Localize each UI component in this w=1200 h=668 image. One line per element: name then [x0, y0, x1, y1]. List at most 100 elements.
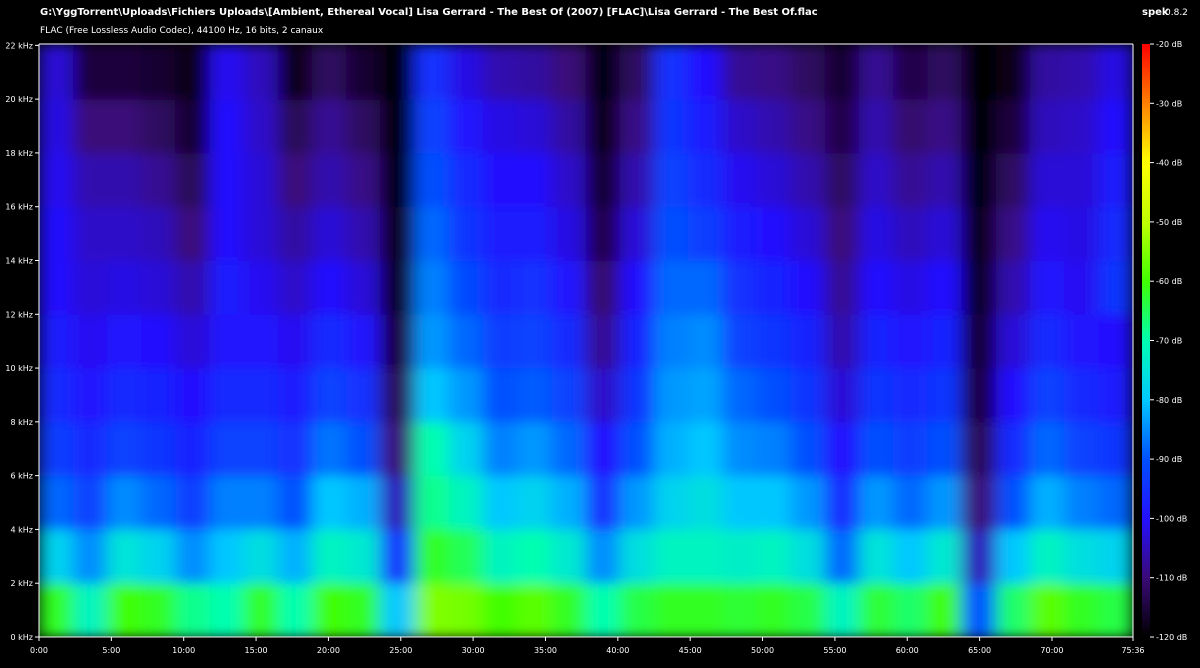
- spectrum-cell: [1064, 259, 1100, 315]
- spectrum-cell: [1064, 367, 1100, 423]
- spectrum-cell: [346, 582, 382, 637]
- y-tick-label: 8 kHz: [11, 418, 33, 427]
- spectrum-cell: [1098, 313, 1133, 369]
- spectrum-cell: [448, 421, 484, 477]
- spectrum-cell: [961, 98, 997, 154]
- spectrum-cell: [141, 475, 177, 530]
- spectrum-cell: [824, 313, 860, 369]
- spectrum-cell: [448, 475, 484, 530]
- spectrum-cell: [893, 582, 929, 637]
- spectrum-cell: [243, 313, 279, 369]
- spectrum-cell: [106, 421, 143, 477]
- spectrum-cell: [448, 582, 484, 637]
- spectrum-cell: [824, 421, 860, 477]
- spectrum-cell: [346, 313, 382, 369]
- colorbar-tick-label: -80 dB: [1156, 396, 1182, 405]
- spectrum-cell: [346, 475, 382, 530]
- spectrum-cell: [756, 44, 792, 100]
- spectrum-cell: [859, 206, 895, 261]
- spectrum-cell: [927, 475, 963, 530]
- spectrum-cell: [517, 475, 553, 530]
- spectrum-cell: [175, 259, 211, 315]
- spectrum-cell: [824, 44, 860, 100]
- x-tick-label: 35:00: [534, 646, 557, 655]
- spectrum-cell: [482, 582, 519, 637]
- spectrum-cell: [448, 313, 484, 369]
- spectrum-cell: [380, 421, 416, 477]
- spectrum-cell: [72, 152, 108, 208]
- spectrum-cell: [619, 206, 655, 261]
- spectrum-cell: [893, 44, 929, 100]
- spectrum-cell: [893, 152, 929, 208]
- spectrum-cell: [688, 528, 724, 584]
- spectrum-cell: [482, 421, 519, 477]
- spectrum-cell: [893, 475, 929, 530]
- spectrum-cell: [653, 367, 690, 423]
- spectrum-cell: [517, 313, 553, 369]
- spectrum-cell: [756, 582, 792, 637]
- spectrum-cell: [106, 313, 143, 369]
- spectrum-cell: [585, 421, 621, 477]
- spectrum-cell: [859, 259, 895, 315]
- spectrum-cell: [448, 98, 484, 154]
- spectrum-cell: [790, 152, 826, 208]
- spectrum-cell: [585, 313, 621, 369]
- spectrum-cell: [961, 528, 997, 584]
- spectrum-cell: [414, 98, 450, 154]
- spectrum-cell: [790, 313, 826, 369]
- spectrum-cell: [722, 44, 758, 100]
- spectrum-cell: [893, 259, 929, 315]
- app-name: spek: [1142, 7, 1169, 18]
- spectrum-cell: [72, 421, 108, 477]
- y-tick-label: 2 kHz: [11, 579, 33, 588]
- spectrum-cell: [72, 367, 108, 423]
- spectrum-cell: [346, 206, 382, 261]
- spectrum-cell: [585, 98, 621, 154]
- spectrum-cell: [1064, 152, 1100, 208]
- spectrum-cell: [414, 582, 450, 637]
- spectrum-cell: [688, 152, 724, 208]
- spectrum-cell: [1098, 98, 1133, 154]
- spectrum-cell: [1064, 421, 1100, 477]
- spectrum-cell: [756, 367, 792, 423]
- y-tick-label: 4 kHz: [11, 525, 33, 534]
- spectrum-cell: [1098, 421, 1133, 477]
- spectrum-cell: [995, 421, 1031, 477]
- spectrum-cell: [346, 367, 382, 423]
- spectrum-cell: [175, 206, 211, 261]
- spectrum-cell: [72, 582, 108, 637]
- spectrum-cell: [1029, 206, 1066, 261]
- spectrum-cell: [1029, 528, 1066, 584]
- spectrum-cell: [482, 528, 519, 584]
- spectrum-cell: [517, 98, 553, 154]
- spectrum-cell: [1029, 259, 1066, 315]
- spectrum-cell: [175, 475, 211, 530]
- spectrum-cell: [380, 528, 416, 584]
- spectrum-cell: [243, 152, 279, 208]
- spectrum-cell: [209, 206, 245, 261]
- spectrum-cell: [619, 367, 655, 423]
- spectrum-cell: [893, 528, 929, 584]
- spectrum-cell: [243, 475, 279, 530]
- spectrum-cell: [175, 421, 211, 477]
- spectrum-cell: [39, 259, 74, 315]
- y-tick-label: 14 kHz: [5, 256, 33, 265]
- spectrum-cell: [1098, 528, 1133, 584]
- spectrum-cell: [893, 421, 929, 477]
- spectrum-cell: [688, 367, 724, 423]
- x-tick-label: 55:00: [823, 646, 846, 655]
- file-path: G:\YggTorrent\Uploads\Fichiers Uploads\[…: [40, 7, 818, 18]
- spectrum-cell: [380, 259, 416, 315]
- spectrum-cell: [312, 367, 348, 423]
- spectrum-cell: [859, 152, 895, 208]
- spectrum-cell: [277, 313, 313, 369]
- spectrum-cell: [859, 98, 895, 154]
- spectrum-cell: [243, 421, 279, 477]
- spectrum-cell: [927, 421, 963, 477]
- spectrum-cell: [106, 475, 143, 530]
- spectrum-cell: [961, 206, 997, 261]
- x-tick-label: 60:00: [896, 646, 919, 655]
- spectrum-cell: [346, 528, 382, 584]
- x-tick-label: 15:00: [245, 646, 268, 655]
- colorbar-tick-label: -100 dB: [1156, 514, 1187, 523]
